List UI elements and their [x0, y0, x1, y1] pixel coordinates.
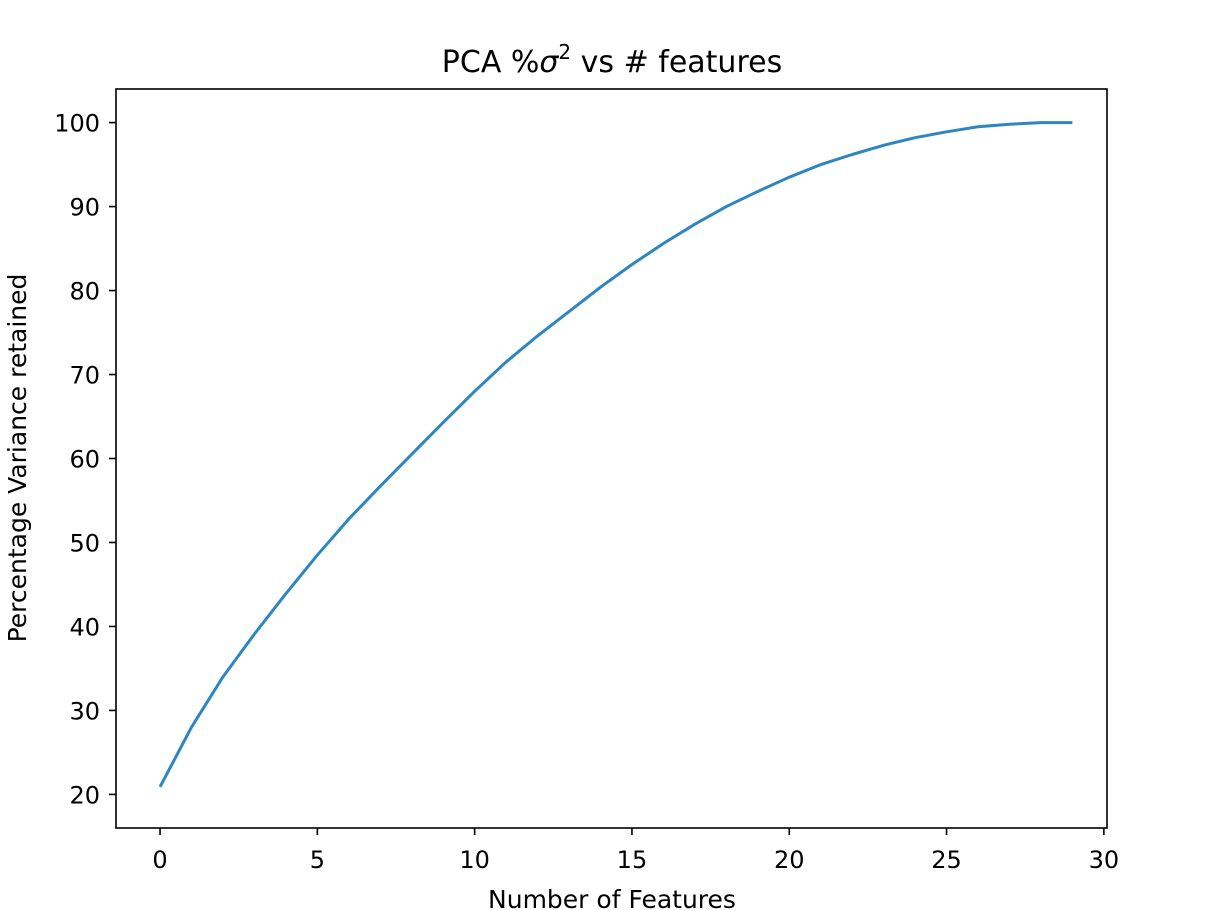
chart-title-prefix: PCA % — [442, 45, 540, 80]
x-tick-label: 25 — [931, 846, 962, 874]
y-tick-label: 20 — [69, 781, 100, 809]
y-tick-label: 30 — [69, 697, 100, 725]
x-tick-label: 0 — [152, 846, 167, 874]
y-tick-label: 100 — [54, 110, 100, 138]
x-tick-label: 30 — [1089, 846, 1120, 874]
x-tick-label: 10 — [459, 846, 490, 874]
y-tick-label: 60 — [69, 446, 100, 474]
y-tick-label: 80 — [69, 278, 100, 306]
y-axis-label: Percentage Variance retained — [3, 274, 32, 643]
y-tick-label: 90 — [69, 194, 100, 222]
x-tick-label: 15 — [617, 846, 648, 874]
chart-title-suffix: vs # features — [571, 45, 782, 80]
chart-title: PCA %σ2 vs # features — [442, 40, 782, 80]
x-tick-label: 5 — [310, 846, 325, 874]
series-line — [158, 121, 1073, 788]
y-tick-label: 50 — [69, 529, 100, 557]
chart-title-sigma: σ — [539, 45, 559, 80]
y-tick-label: 70 — [69, 362, 100, 390]
plot-area-frame — [115, 88, 1108, 829]
y-tick-label: 40 — [69, 613, 100, 641]
x-axis-label: Number of Features — [488, 885, 736, 910]
chart-title-exponent: 2 — [558, 40, 571, 64]
ticks-layer: 0 5 10 15 20 25 30 20 30 40 50 60 70 80 90 100 — [54, 110, 1119, 874]
series-layer — [158, 121, 1073, 788]
x-tick-label: 20 — [774, 846, 805, 874]
